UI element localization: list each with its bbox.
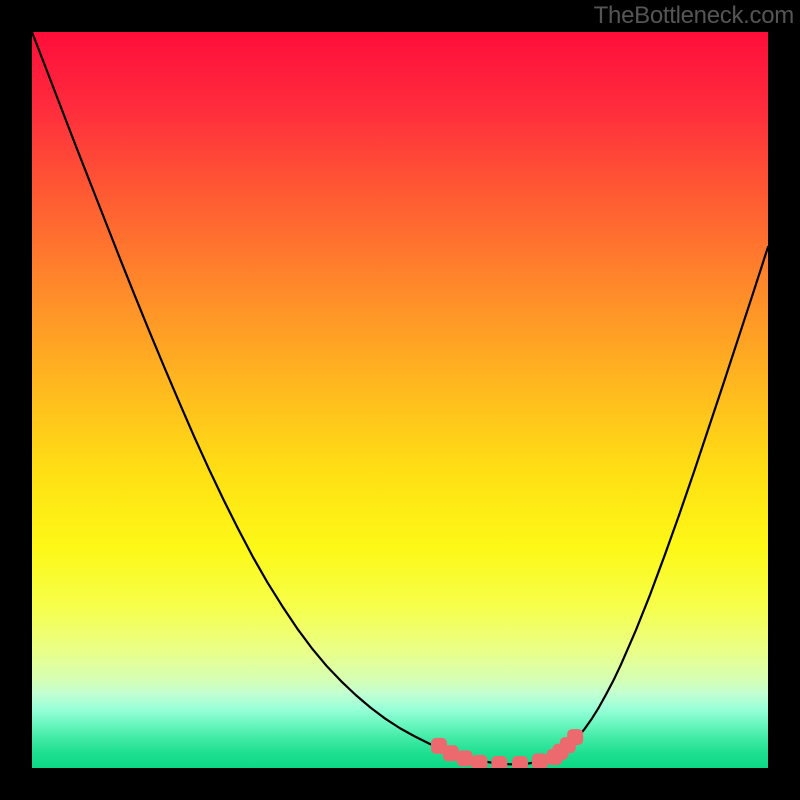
chart-container: TheBottleneck.com bbox=[0, 0, 800, 800]
marker-point bbox=[443, 745, 459, 761]
watermark-text: TheBottleneck.com bbox=[594, 2, 794, 30]
gradient-background bbox=[32, 32, 768, 768]
marker-point bbox=[567, 729, 583, 745]
marker-point bbox=[457, 750, 473, 766]
bottleneck-curve-chart bbox=[0, 0, 800, 800]
marker-point bbox=[532, 753, 548, 769]
plot-canvas bbox=[0, 0, 800, 800]
plot-area bbox=[32, 32, 768, 772]
